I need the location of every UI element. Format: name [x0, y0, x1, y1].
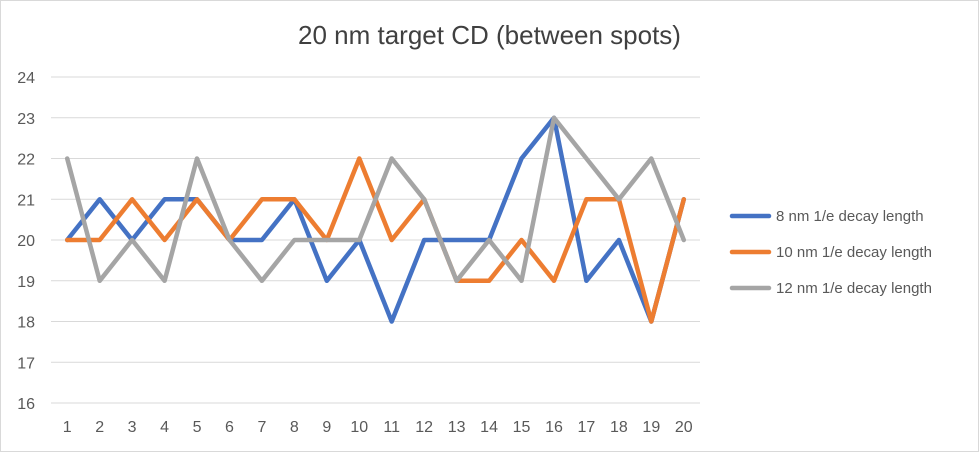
x-tick-label: 18 [610, 419, 628, 436]
x-tick-label: 8 [290, 419, 299, 436]
x-tick-label: 11 [383, 419, 400, 436]
x-tick-label: 5 [193, 419, 202, 436]
series-line-1 [64, 115, 687, 324]
y-tick-label: 19 [17, 274, 35, 291]
x-tick-label: 13 [448, 419, 466, 436]
legend-label-1: 8 nm 1/e decay length [776, 208, 924, 225]
x-axis-ticks: 1 2 3 4 5 6 7 8 9 10 11 12 13 14 15 16 17 18 19 20 [63, 419, 693, 436]
x-tick-label: 16 [545, 419, 563, 436]
y-tick-label: 20 [17, 233, 35, 250]
x-tick-label: 10 [350, 419, 368, 436]
y-tick-label: 21 [17, 192, 35, 209]
x-tick-label: 2 [95, 419, 104, 436]
legend-label-2: 10 nm 1/e decay length [776, 244, 932, 261]
x-tick-label: 3 [128, 419, 137, 436]
x-tick-label: 4 [160, 419, 169, 436]
x-tick-label: 14 [480, 419, 498, 436]
series-line-3 [64, 115, 687, 284]
y-tick-label: 23 [17, 111, 35, 128]
x-tick-label: 17 [578, 419, 596, 436]
gridlines [51, 76, 700, 404]
x-tick-label: 12 [415, 419, 433, 436]
y-tick-label: 18 [17, 315, 35, 332]
x-tick-label: 20 [675, 419, 693, 436]
y-tick-label: 17 [17, 355, 35, 372]
x-tick-label: 9 [322, 419, 331, 436]
x-tick-label: 19 [642, 419, 660, 436]
series-lines [64, 115, 687, 324]
y-tick-label: 22 [17, 152, 35, 169]
y-axis-ticks: 16 17 18 19 20 21 22 23 24 [17, 70, 35, 413]
x-tick-label: 7 [257, 419, 266, 436]
legend: 8 nm 1/e decay length 10 nm 1/e decay len… [729, 208, 932, 297]
x-tick-label: 15 [513, 419, 531, 436]
legend-label-3: 12 nm 1/e decay length [776, 280, 932, 297]
x-tick-label: 1 [63, 419, 72, 436]
chart-title: 20 nm target CD (between spots) [0, 20, 979, 51]
y-tick-label: 24 [17, 70, 35, 87]
y-tick-label: 16 [17, 396, 35, 413]
chart-title-text: 20 nm target CD (between spots) [298, 20, 681, 50]
x-tick-label: 6 [225, 419, 234, 436]
